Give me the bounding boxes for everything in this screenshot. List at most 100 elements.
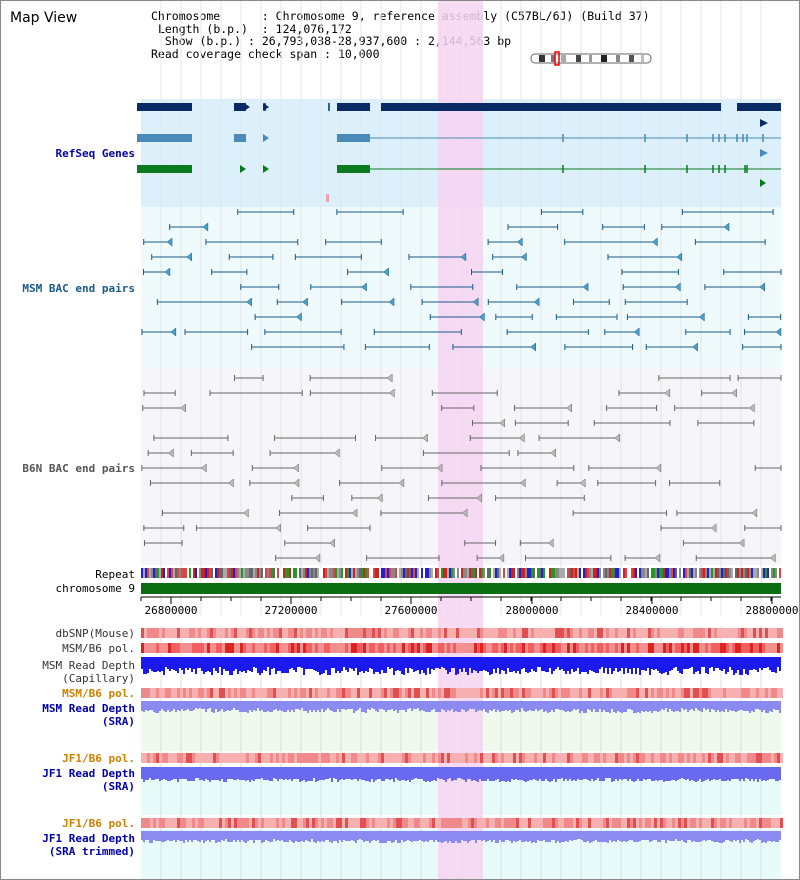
read-depth-bar [159, 831, 161, 841]
heatmap-cell [660, 628, 663, 638]
heatmap-cell [651, 688, 654, 698]
repeat-segment [391, 568, 393, 578]
repeat-track[interactable] [141, 568, 781, 578]
repeat-segment [751, 568, 753, 578]
read-depth-bar [159, 767, 161, 781]
heatmap-cell [372, 818, 375, 828]
heatmap-cell [585, 753, 588, 763]
read-depth-bar [763, 701, 765, 710]
repeat-segment [407, 568, 409, 578]
read-depth-bar [411, 657, 413, 669]
repeat-segment [169, 568, 171, 578]
refseq-genes-track[interactable] [137, 103, 781, 202]
repeat-segment [233, 568, 235, 578]
heatmap-cell [720, 628, 723, 638]
read-depth-bar [399, 831, 401, 843]
repeat-segment [303, 568, 305, 578]
read-depth-bar [453, 767, 455, 780]
read-depth-bar [369, 831, 371, 843]
read-depth-bar [179, 767, 181, 779]
read-depth-bar [273, 831, 275, 839]
read-depth-bar [455, 701, 457, 711]
repeat-segment [311, 568, 313, 578]
read-depth-bar [231, 701, 233, 710]
heatmap-tracks[interactable] [141, 628, 783, 828]
repeat-segment [293, 568, 295, 578]
refseq-label[interactable]: RefSeq Genes [55, 147, 135, 160]
msm-bac-label[interactable]: MSM BAC end pairs [22, 282, 135, 295]
heatmap-cell [405, 818, 408, 828]
read-depth-bar [409, 701, 411, 708]
read-depth-bar [185, 701, 187, 710]
jf1-b6-pol-trim-label[interactable]: JF1/B6 pol. [62, 817, 135, 830]
heatmap-cell [663, 753, 666, 763]
bac-end-arrow [168, 448, 174, 458]
repeat-segment [259, 568, 261, 578]
jf1-b6-pol-label[interactable]: JF1/B6 pol. [62, 752, 135, 765]
read-depth-bar [171, 701, 173, 711]
heatmap-cell [153, 688, 156, 698]
bac-end-arrow [710, 523, 717, 533]
jf1-read-depth-sra-label[interactable]: JF1 Read Depth (SRA) [42, 767, 135, 793]
msm-read-depth-sra-label[interactable]: MSM Read Depth (SRA) [42, 702, 135, 728]
read-depth-bar [181, 767, 183, 779]
heatmap-cell [300, 628, 303, 638]
read-depth-bar [219, 767, 221, 781]
read-depth-bar [711, 767, 713, 780]
heatmap-cell [669, 643, 672, 653]
dbsnp-label[interactable]: dbSNP(Mouse) [55, 627, 135, 640]
read-depth-bar [145, 701, 147, 710]
heatmap-cell [456, 753, 459, 763]
heatmap-cell [141, 643, 144, 653]
b6n-bac-label[interactable]: B6N BAC end pairs [22, 462, 135, 475]
repeat-segment [141, 568, 143, 578]
read-depth-bar [387, 831, 389, 841]
read-depth-tracks[interactable] [141, 657, 781, 843]
heatmap-cell [732, 753, 735, 763]
msm-b6-pol-sra-label[interactable]: MSM/B6 pol. [62, 687, 135, 700]
read-depth-bar [153, 701, 155, 712]
read-depth-bar [487, 657, 489, 672]
heatmap-cell [396, 818, 399, 828]
read-depth-bar [463, 831, 465, 841]
jf1-read-depth-trim-label[interactable]: JF1 Read Depth (SRA trimmed) [42, 832, 135, 858]
heatmap-cell [369, 753, 372, 763]
repeat-segment [445, 568, 447, 578]
read-depth-bar [391, 831, 393, 843]
heatmap-cell [765, 688, 768, 698]
read-depth-bar [473, 701, 475, 709]
read-depth-bar [489, 701, 491, 710]
read-depth-bar [183, 831, 185, 843]
repeat-segment [543, 568, 545, 578]
b6n-bac-end-pairs-track[interactable] [141, 373, 782, 563]
chromosome-bar[interactable] [141, 583, 781, 594]
heatmap-cell [288, 818, 291, 828]
heatmap-cell [198, 688, 201, 698]
read-depth-bar [359, 831, 361, 839]
read-depth-bar [219, 831, 221, 842]
repeat-segment [305, 568, 307, 578]
read-depth-bar [559, 767, 561, 779]
heatmap-cell [204, 753, 207, 763]
read-depth-bar [479, 701, 481, 710]
msm-read-depth-capillary-label[interactable]: MSM Read Depth (Capillary) [42, 659, 135, 685]
read-depth-bar [407, 657, 409, 673]
read-depth-bar [443, 767, 445, 780]
msm-b6-pol-label[interactable]: MSM/B6 pol. [62, 642, 135, 655]
read-depth-bar [437, 831, 439, 842]
read-depth-bar [291, 657, 293, 668]
heatmap-cell [642, 628, 645, 638]
heatmap-cell [600, 643, 603, 653]
repeat-segment [189, 568, 191, 578]
heatmap-cell [564, 643, 567, 653]
heatmap-cell [486, 753, 489, 763]
msm-bac-end-pairs-track[interactable] [141, 209, 782, 352]
read-depth-bar [261, 701, 263, 710]
repeat-segment [471, 568, 473, 578]
read-depth-bar [271, 701, 273, 712]
repeat-segment [389, 568, 391, 578]
read-depth-bar [401, 831, 403, 840]
chromosome-ideogram[interactable] [530, 51, 652, 66]
